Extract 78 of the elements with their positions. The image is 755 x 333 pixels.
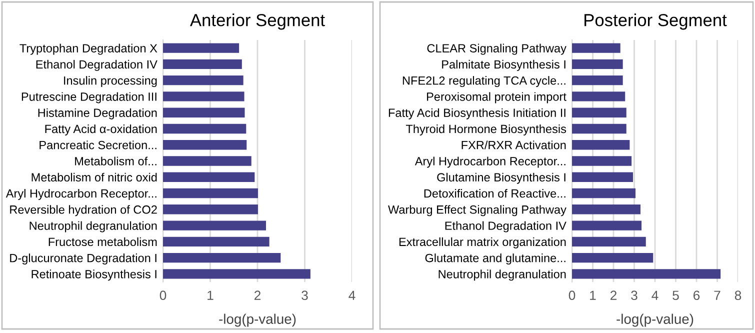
y-tick-label: Histamine Degradation [38, 108, 157, 120]
y-tick-label: Ethanol Degradation IV [36, 60, 158, 71]
y-tick-label: Detoxification of Reactive... [424, 188, 566, 198]
bar [572, 43, 620, 53]
x-tick-label: 3 [631, 290, 638, 300]
y-tick-label: Fatty Acid α-oxidation [45, 124, 157, 136]
bar [163, 140, 247, 150]
y-tick-label: Retinoate Biosynthesis I [32, 270, 156, 281]
y-tick-label: Tryptophan Degradation X [20, 44, 158, 55]
bar [572, 204, 640, 214]
bar [163, 269, 310, 279]
y-tick-label: Putrescine Degradation III [22, 92, 156, 104]
y-tick-label: Aryl Hydrocarbon Receptor... [6, 188, 156, 200]
x-tick-label: 2 [254, 290, 261, 300]
chart-title: Posterior Segment [584, 14, 727, 30]
bar [163, 124, 246, 134]
x-tick-label: 8 [734, 290, 742, 300]
bar [572, 59, 623, 70]
x-tick-label: 4 [348, 290, 356, 300]
x-tick-label: 5 [672, 290, 679, 300]
y-tick-label: Neutrophil degranulation [30, 221, 157, 232]
chart-title: Anterior Segment [190, 14, 325, 30]
bar [572, 188, 636, 198]
bar [163, 59, 242, 70]
bar [572, 108, 626, 118]
y-tick-label: NFE2L2 regulating TCA cycle... [402, 76, 566, 88]
bar [572, 252, 654, 263]
bar [572, 92, 626, 102]
bar [163, 188, 258, 198]
x-tick-label: 6 [694, 290, 700, 300]
y-tick-label: Ethanol Degradation IV [445, 221, 566, 232]
y-tick-label: Reversible hydration of CO2 [10, 205, 157, 216]
x-tick-label: 2 [610, 290, 617, 300]
y-tick-label: Warburg Effect Signaling Pathway [388, 205, 566, 216]
bar [572, 172, 634, 182]
bar [163, 252, 281, 263]
bar [163, 75, 244, 86]
y-tick-label: Palmitate Biosynthesis I [442, 60, 566, 71]
y-tick-label: Neutrophil degranulation [438, 270, 566, 281]
bar [572, 220, 642, 230]
bar [572, 124, 626, 134]
bar [572, 156, 632, 166]
y-tick-label: Metabolism of nitric oxid [32, 172, 157, 182]
y-tick-label: Glutamate and glutamine... [425, 254, 566, 265]
x-tick-label: 7 [714, 290, 720, 300]
x-tick-label: 0 [160, 290, 166, 300]
bar [572, 140, 630, 150]
bar [163, 156, 252, 166]
y-tick-label: Thyroid Hormone Biosynthesis [406, 124, 566, 136]
y-tick-label: FXR/RXR Activation [462, 140, 566, 150]
bar [163, 220, 266, 230]
y-tick-label: CLEAR Signaling Pathway [427, 44, 566, 55]
x-axis-title: -log(p-value) [219, 314, 296, 327]
x-tick-label: 4 [652, 290, 658, 300]
bar [163, 92, 244, 102]
x-tick-label: 1 [590, 290, 596, 300]
y-tick-label: Fatty Acid Biosynthesis Initiation II [388, 108, 566, 120]
bar [163, 172, 255, 182]
x-tick-label: 0 [568, 290, 576, 300]
x-tick-label: 1 [208, 290, 214, 300]
y-tick-label: Pancreatic Secretion... [40, 140, 156, 150]
x-tick-label: 3 [302, 290, 308, 300]
y-tick-label: Glutamine Biosynthesis I [437, 172, 566, 184]
y-tick-label: D-glucuronate Degradation I [10, 254, 156, 265]
bar [572, 236, 646, 247]
bar [163, 204, 258, 214]
y-tick-label: Insulin processing [64, 76, 157, 88]
x-axis-title: -log(p-value) [616, 314, 694, 327]
bar [572, 75, 623, 86]
y-tick-label: Fructose metabolism [48, 237, 157, 246]
bar [163, 43, 240, 53]
bar [163, 236, 270, 247]
y-tick-label: Extracellular matrix organization [399, 237, 566, 248]
y-tick-label: Aryl Hydrocarbon Receptor... [414, 156, 566, 168]
y-tick-label: Metabolism of... [75, 156, 156, 166]
y-tick-label: Peroxisomal protein import [427, 92, 566, 104]
bar [163, 108, 245, 118]
bar [572, 269, 721, 279]
